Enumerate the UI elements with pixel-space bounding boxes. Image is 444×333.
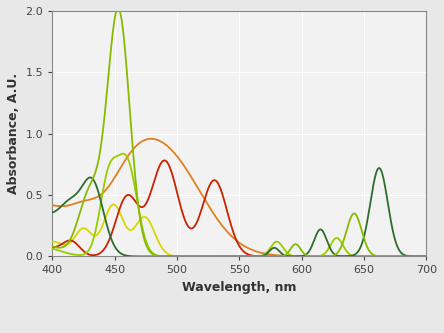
- Y-axis label: Absorbance, A.U.: Absorbance, A.U.: [7, 73, 20, 194]
- X-axis label: Wavelength, nm: Wavelength, nm: [182, 281, 297, 294]
